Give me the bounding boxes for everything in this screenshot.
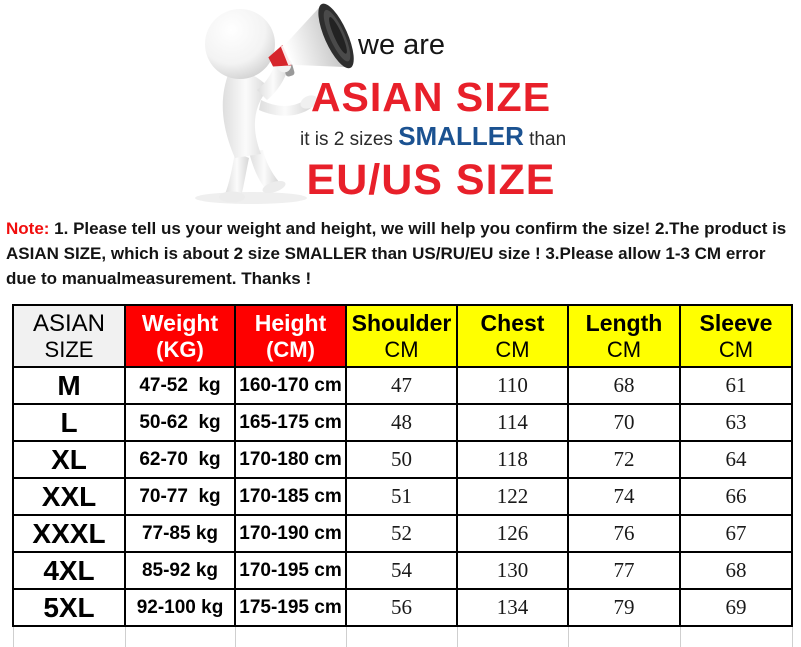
cell-sleeve: 64 [679,440,793,479]
header-chest: Chest CM [456,304,569,368]
note-body: 1. Please tell us your weight and height… [6,219,787,288]
cell-weight: 85-92 kg [124,551,236,590]
cell-height: 165-175 cm [234,403,347,442]
header-asian-size: ASIAN SIZE [12,304,126,368]
banner: we are ASIAN SIZE it is 2 sizes SMALLER … [0,0,801,208]
cell-chest: 130 [456,551,569,590]
cell-length: 74 [567,477,681,516]
header-shoulder: Shoulder CM [345,304,458,368]
size-table: ASIAN SIZE Weight (KG) Height (CM) Shoulder… [12,304,793,647]
cell-length: 68 [567,366,681,405]
cell-length: 77 [567,551,681,590]
cell-height: 170-180 cm [234,440,347,479]
cell-height: 175-195 cm [234,588,347,627]
cropped-empty-cell [234,625,347,647]
mascot-head [205,9,275,79]
banner-eu-us-size: EU/US SIZE [306,156,556,204]
cell-weight: 70-77 kg [124,477,236,516]
cell-size: 4XL [12,551,126,590]
cropped-empty-row [12,625,793,647]
cell-height: 170-190 cm [234,514,347,553]
cell-size: L [12,403,126,442]
cell-size: XXXL [12,514,126,553]
ground-shadow [195,192,307,204]
smaller-word: SMALLER [398,121,524,151]
cropped-empty-cell [567,625,681,647]
megaphone-mascot-figure [195,3,354,204]
header-height: Height (CM) [234,304,347,368]
cell-weight: 50-62 kg [124,403,236,442]
table-row: M 47-52 kg 160-170 cm 47 110 68 61 [12,366,793,405]
cell-size: XXL [12,477,126,516]
note-label: Note: [6,219,50,238]
cell-chest: 114 [456,403,569,442]
cropped-empty-cell [679,625,793,647]
note-paragraph: Note: 1. Please tell us your weight and … [6,216,796,291]
header-weight: Weight (KG) [124,304,236,368]
table-row: L 50-62 kg 165-175 cm 48 114 70 63 [12,403,793,442]
cell-size: XL [12,440,126,479]
cell-shoulder: 50 [345,440,458,479]
cropped-empty-cell [345,625,458,647]
cell-shoulder: 52 [345,514,458,553]
megaphone-icon [268,3,354,77]
table-row: XXXL 77-85 kg 170-190 cm 52 126 76 67 [12,514,793,553]
cell-chest: 134 [456,588,569,627]
cell-sleeve: 67 [679,514,793,553]
cell-shoulder: 48 [345,403,458,442]
cell-sleeve: 61 [679,366,793,405]
cell-sleeve: 69 [679,588,793,627]
cell-sleeve: 63 [679,403,793,442]
cropped-empty-cell [12,625,126,647]
banner-we-are: we are [358,29,446,61]
cell-shoulder: 47 [345,366,458,405]
cell-chest: 122 [456,477,569,516]
cell-length: 79 [567,588,681,627]
cell-length: 70 [567,403,681,442]
middle-suffix: than [523,129,567,150]
table-row: 5XL 92-100 kg 175-195 cm 56 134 79 69 [12,588,793,627]
table-row: 4XL 85-92 kg 170-195 cm 54 130 77 68 [12,551,793,590]
banner-middle-line: it is 2 sizes SMALLER than [300,121,566,153]
cell-length: 72 [567,440,681,479]
cell-weight: 77-85 kg [124,514,236,553]
cell-weight: 92-100 kg [124,588,236,627]
cell-shoulder: 56 [345,588,458,627]
cell-height: 170-195 cm [234,551,347,590]
cell-size: M [12,366,126,405]
cell-chest: 110 [456,366,569,405]
cell-weight: 62-70 kg [124,440,236,479]
header-sleeve: Sleeve CM [679,304,793,368]
table-row: XXL 70-77 kg 170-185 cm 51 122 74 66 [12,477,793,516]
cell-height: 160-170 cm [234,366,347,405]
cell-length: 76 [567,514,681,553]
cell-chest: 126 [456,514,569,553]
header-length: Length CM [567,304,681,368]
banner-text-block: we are ASIAN SIZE it is 2 sizes SMALLER … [300,28,566,204]
table-row: XL 62-70 kg 170-180 cm 50 118 72 64 [12,440,793,479]
banner-asian-size: ASIAN SIZE [310,74,552,120]
cell-shoulder: 51 [345,477,458,516]
cell-height: 170-185 cm [234,477,347,516]
cell-weight: 47-52 kg [124,366,236,405]
cell-shoulder: 54 [345,551,458,590]
cell-chest: 118 [456,440,569,479]
cropped-empty-cell [124,625,236,647]
cell-sleeve: 66 [679,477,793,516]
cell-size: 5XL [12,588,126,627]
cropped-empty-cell [456,625,569,647]
cell-sleeve: 68 [679,551,793,590]
middle-prefix: it is 2 sizes [300,129,399,150]
table-header-row: ASIAN SIZE Weight (KG) Height (CM) Shoulder… [12,304,793,368]
